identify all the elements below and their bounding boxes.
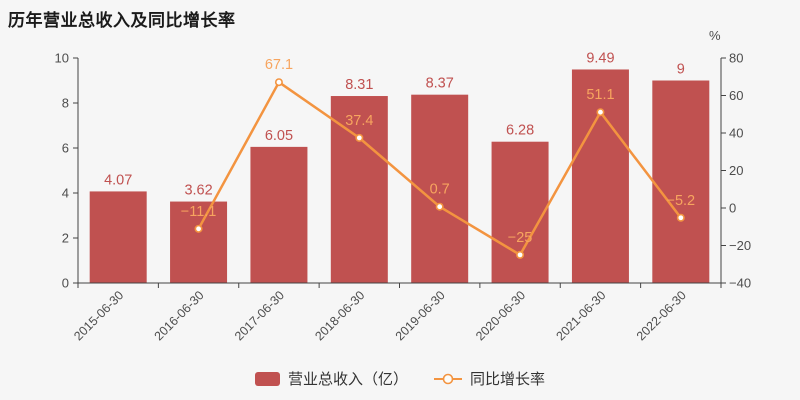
left-axis-tick-label: 0 — [62, 276, 69, 291]
bar-value-label: 8.37 — [426, 76, 454, 92]
bar-value-label: 8.31 — [345, 77, 373, 93]
legend: 营业总收入（亿） 同比增长率 — [0, 368, 800, 389]
x-axis-category-label: 2020-06-30 — [473, 288, 528, 343]
line-point[interactable] — [596, 108, 605, 117]
line-value-label: −25 — [508, 230, 533, 246]
right-axis-tick-label: 40 — [729, 126, 743, 141]
right-axis-tick-label: −40 — [729, 276, 751, 291]
left-axis-tick-label: 6 — [62, 141, 69, 156]
bar[interactable] — [250, 146, 308, 283]
legend-label-growth: 同比增长率 — [470, 371, 546, 388]
line-value-label: −11.1 — [181, 204, 217, 220]
line-value-label: 51.1 — [586, 87, 614, 103]
line-value-label: 37.4 — [345, 113, 373, 129]
left-axis-tick-label: 8 — [62, 96, 69, 111]
legend-item-growth[interactable]: 同比增长率 — [434, 368, 545, 389]
x-axis-category-label: 2015-06-30 — [71, 288, 126, 343]
bar-value-label: 4.07 — [104, 172, 132, 188]
left-axis-tick-label: 2 — [62, 231, 69, 246]
line-point[interactable] — [355, 133, 364, 142]
bar[interactable] — [652, 80, 710, 284]
line-value-label: 67.1 — [265, 57, 293, 73]
right-axis-tick-label: −20 — [729, 238, 751, 253]
right-axis-tick-label: 60 — [729, 88, 743, 103]
legend-item-revenue[interactable]: 营业总收入（亿） — [254, 368, 408, 389]
right-axis-tick-label: 0 — [729, 201, 736, 216]
right-axis-tick-label: 80 — [729, 51, 743, 66]
line-value-label: 0.7 — [430, 182, 450, 198]
bar[interactable] — [170, 201, 228, 283]
bar-series-swatch-icon — [254, 371, 280, 386]
right-axis-unit-label: % — [709, 28, 721, 43]
bar-value-label: 9.49 — [586, 50, 614, 66]
line-point[interactable] — [194, 224, 203, 233]
line-series-swatch-icon — [434, 373, 462, 384]
x-axis-category-label: 2017-06-30 — [232, 288, 287, 343]
bar-value-label: 3.62 — [184, 183, 212, 199]
line-point[interactable] — [516, 250, 525, 259]
bar[interactable] — [330, 96, 388, 284]
bar-value-label: 6.28 — [506, 123, 534, 139]
left-axis-tick-label: 10 — [55, 51, 69, 66]
legend-label-revenue: 营业总收入（亿） — [287, 371, 408, 388]
line-value-label: −5.2 — [667, 193, 696, 209]
line-point[interactable] — [274, 78, 283, 87]
x-axis-category-label: 2019-06-30 — [393, 288, 448, 343]
bar[interactable] — [491, 141, 549, 283]
line-point[interactable] — [435, 202, 444, 211]
x-axis-category-label: 2016-06-30 — [152, 288, 207, 343]
bar-value-label: 9 — [677, 62, 685, 78]
bar-value-label: 6.05 — [265, 128, 293, 144]
left-axis-tick-label: 4 — [62, 186, 69, 201]
chart-title: 历年营业总收入及同比增长率 — [8, 11, 236, 30]
bar[interactable] — [89, 191, 147, 283]
x-axis-category-label: 2021-06-30 — [553, 288, 608, 343]
right-axis-tick-label: 20 — [729, 163, 743, 178]
x-axis-category-label: 2018-06-30 — [312, 288, 367, 343]
line-point[interactable] — [676, 213, 685, 222]
bar[interactable] — [571, 69, 629, 283]
x-axis-category-label: 2022-06-30 — [634, 288, 689, 343]
